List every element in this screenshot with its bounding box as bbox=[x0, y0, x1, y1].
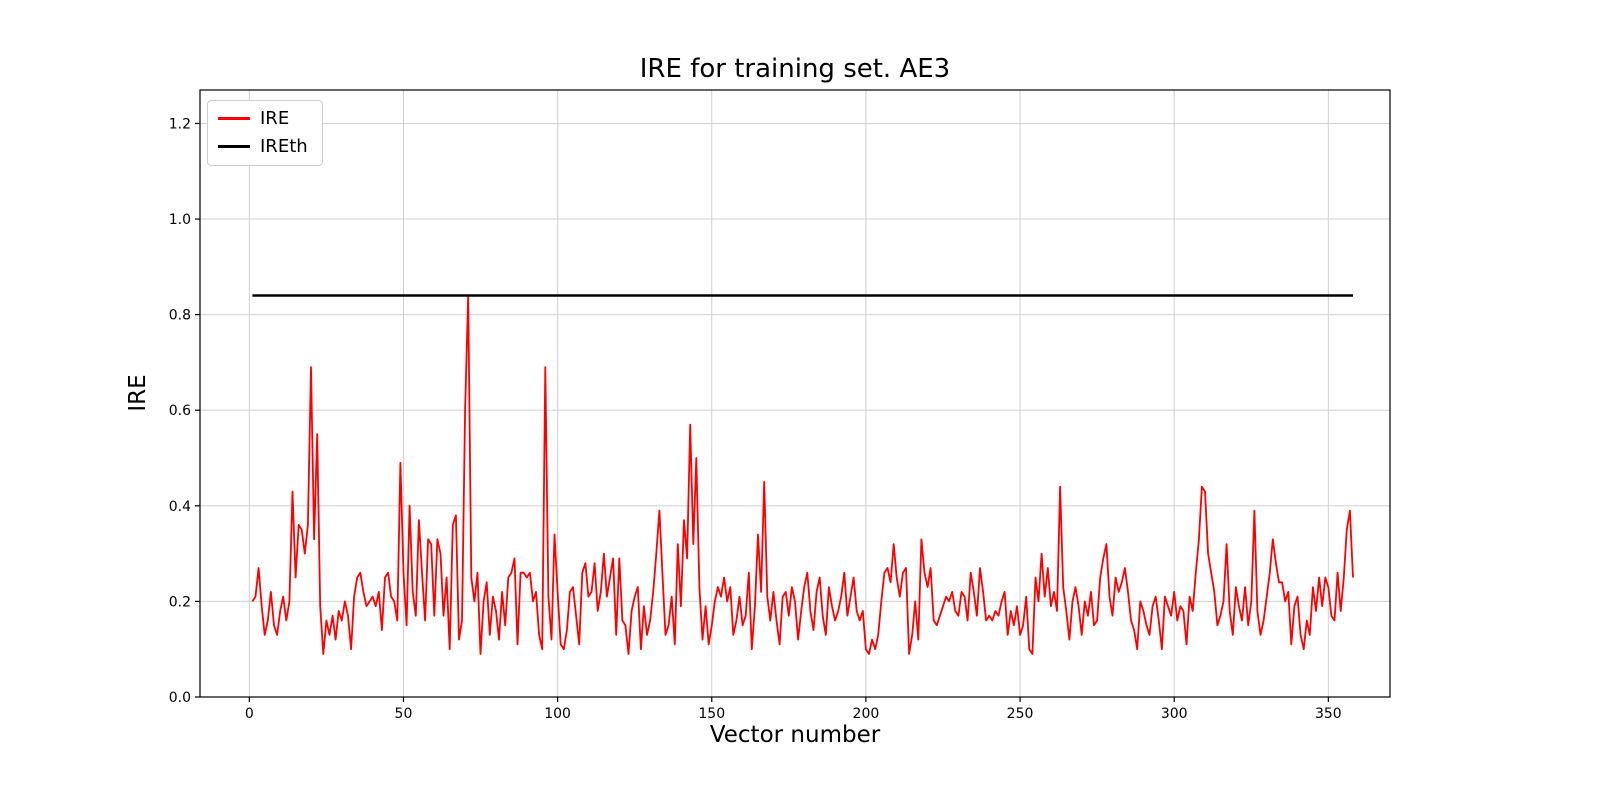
x-tick-label: 350 bbox=[1315, 706, 1342, 722]
y-tick-label: 0.4 bbox=[169, 499, 191, 515]
x-tick-label: 100 bbox=[544, 706, 571, 722]
legend: IRE IREth bbox=[207, 100, 323, 166]
ire-data-line bbox=[251, 294, 1354, 655]
legend-label-ire: IRE bbox=[260, 108, 290, 129]
y-axis-label: IRE bbox=[125, 374, 151, 412]
ire-line-swatch bbox=[218, 117, 250, 121]
y-tick-label: 0.0 bbox=[169, 690, 191, 706]
y-tick-label: 0.8 bbox=[169, 308, 191, 324]
legend-entry-ireth: IREth bbox=[218, 135, 308, 157]
ireth-line-swatch bbox=[218, 145, 250, 149]
x-tick-label: 200 bbox=[853, 706, 880, 722]
x-tick-label: 50 bbox=[395, 706, 413, 722]
x-axis-label: Vector number bbox=[709, 722, 881, 748]
y-tick-label: 1.0 bbox=[169, 212, 191, 228]
x-tick-label: 150 bbox=[698, 706, 725, 722]
y-tick-label: 1.2 bbox=[169, 116, 191, 132]
legend-label-ireth: IREth bbox=[260, 135, 308, 157]
axes-frame bbox=[199, 89, 1391, 698]
legend-entry-ire: IRE bbox=[218, 109, 308, 129]
y-tick-label: 0.2 bbox=[169, 594, 191, 610]
x-tick-label: 0 bbox=[245, 706, 254, 722]
chart-title: IRE for training set. AE3 bbox=[639, 54, 951, 84]
x-tick-label: 300 bbox=[1161, 706, 1188, 722]
y-tick-label: 0.6 bbox=[169, 403, 191, 419]
x-tick-label: 250 bbox=[1007, 706, 1034, 722]
